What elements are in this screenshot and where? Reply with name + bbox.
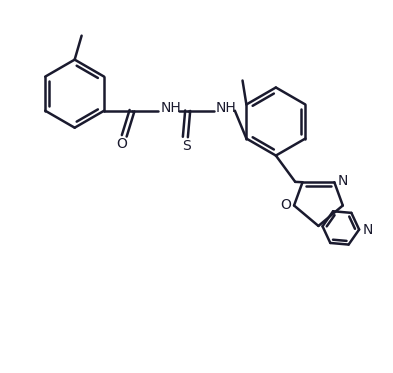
Text: S: S (182, 139, 191, 153)
Text: N: N (337, 174, 348, 188)
Text: O: O (116, 137, 127, 151)
Text: NH: NH (215, 101, 236, 115)
Text: N: N (362, 223, 373, 236)
Text: O: O (281, 198, 291, 213)
Text: NH: NH (160, 101, 181, 115)
